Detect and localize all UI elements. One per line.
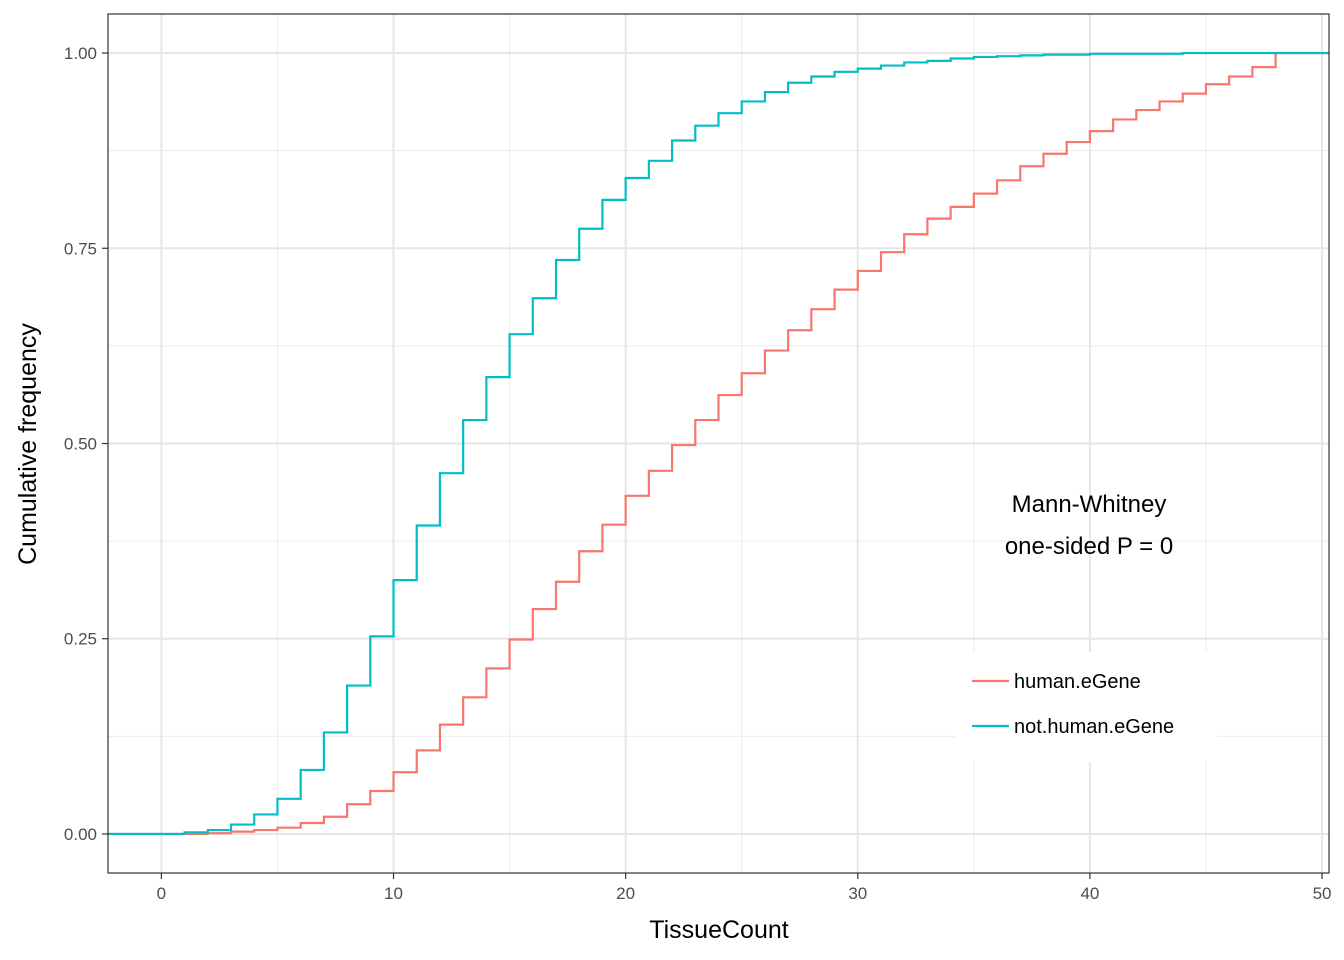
x-tick-label: 0 <box>157 884 166 903</box>
legend: human.eGene not.human.eGene <box>955 652 1217 762</box>
x-tick-label: 50 <box>1313 884 1332 903</box>
x-axis-ticks: 0 10 20 30 40 50 <box>157 873 1332 903</box>
legend-label-human-egene: human.eGene <box>1014 671 1141 693</box>
legend-label-not-human-egene: not.human.eGene <box>1014 716 1174 738</box>
x-tick-label: 40 <box>1080 884 1099 903</box>
annotation-line-1: Mann-Whitney <box>1012 491 1167 518</box>
y-axis-title: Cumulative frequency <box>14 323 42 565</box>
y-tick-label: 0.75 <box>64 239 97 258</box>
y-tick-label: 1.00 <box>64 44 97 63</box>
y-tick-label: 0.50 <box>64 435 97 454</box>
series-line-human-egene <box>108 51 1329 836</box>
x-tick-label: 20 <box>616 884 635 903</box>
annotation-line-2: one-sided P = 0 <box>1005 533 1173 560</box>
x-tick-label: 30 <box>848 884 867 903</box>
series-layer <box>108 51 1329 836</box>
x-tick-label: 10 <box>384 884 403 903</box>
y-axis-ticks: 0.00 0.25 0.50 0.75 1.00 <box>64 44 108 844</box>
y-tick-label: 0.00 <box>64 825 97 844</box>
series-line-not-human-egene <box>108 51 1329 836</box>
y-tick-label: 0.25 <box>64 630 97 649</box>
legend-background <box>955 652 1217 762</box>
x-axis-title: TissueCount <box>649 916 788 944</box>
